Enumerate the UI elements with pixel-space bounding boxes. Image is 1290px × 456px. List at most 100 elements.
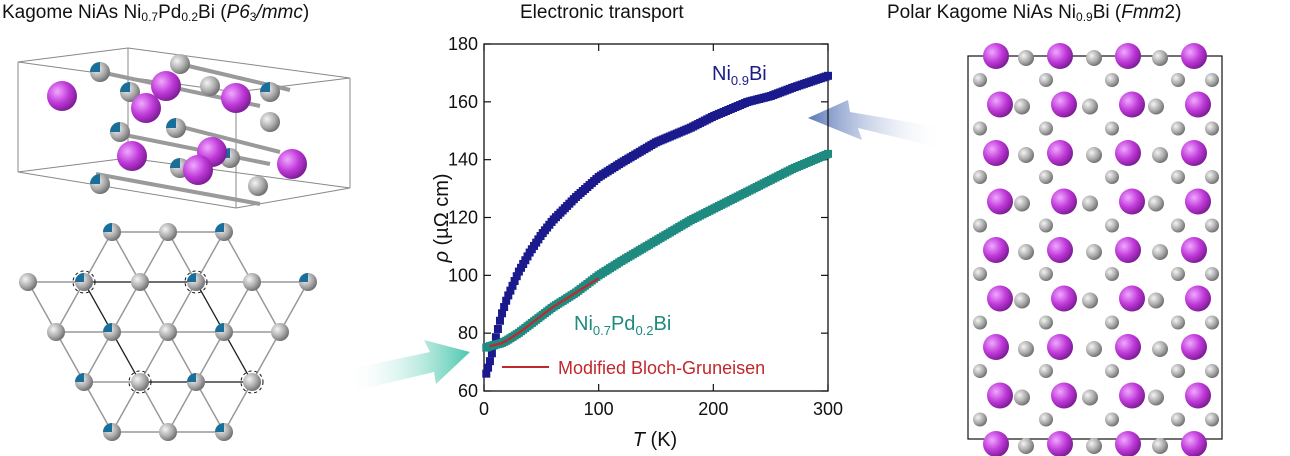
pd-fraction (215, 223, 224, 232)
ni-atom (1039, 364, 1053, 378)
kagome-bond (139, 231, 169, 283)
data-point (502, 296, 511, 305)
ni-atom (1014, 292, 1030, 309)
series-label-ni07pd02bi: Ni0.7Pd0.2Bi (574, 313, 671, 338)
ni-atom (1152, 438, 1168, 454)
ni-atom (1082, 98, 1098, 115)
ni-atom (1018, 438, 1034, 454)
bi-atom (1181, 334, 1207, 360)
kagome-bond (139, 381, 169, 433)
bi-atom (1047, 43, 1073, 69)
bi-atom (1051, 188, 1077, 215)
pd-fraction (110, 122, 120, 132)
kagome-bond (167, 231, 197, 283)
pd-fraction (215, 323, 224, 332)
ni-atom (1105, 267, 1119, 281)
ni-atom (973, 364, 987, 378)
bi-atom (1051, 382, 1077, 409)
dashed-site (240, 370, 264, 394)
ni-atom (1082, 195, 1098, 212)
bi-atom (1115, 43, 1141, 69)
ni-atom (131, 273, 149, 291)
bi-atom (1051, 285, 1077, 312)
ni-atom (1171, 170, 1185, 184)
ni-atom (1205, 364, 1219, 378)
pd-fraction (187, 373, 196, 382)
ni-atom (159, 323, 177, 341)
fit-curve (489, 277, 600, 348)
pd-fraction (170, 158, 180, 168)
ni-atom (1105, 315, 1119, 330)
x-tick-label: 0 (479, 399, 489, 419)
bi-atom (183, 155, 213, 185)
bi-atom (117, 141, 147, 171)
kagome-bond (55, 331, 85, 383)
y-tick-label: 100 (448, 265, 478, 285)
kagome-bond (279, 281, 309, 333)
ni-atom (159, 423, 177, 441)
data-point (510, 277, 519, 286)
ni-atom (1086, 244, 1102, 260)
ni-atom (1014, 98, 1030, 115)
ni-atom (973, 412, 987, 427)
data-point (487, 349, 496, 358)
unit-cell-edge (17, 157, 129, 173)
y-tick-label: 160 (448, 92, 478, 112)
middle-panel-title: Electronic transport (520, 2, 684, 23)
x-axis-label: T (K) (633, 429, 677, 451)
ni-atom (1105, 73, 1119, 87)
data-point (484, 363, 493, 372)
pd-fraction (166, 118, 176, 128)
ni-atom (1014, 195, 1030, 212)
ni-atom (1105, 218, 1119, 233)
ni-atom (1205, 121, 1219, 136)
pd-fraction (75, 373, 84, 382)
ni-atom (1171, 364, 1185, 378)
ni-atom (1148, 292, 1164, 309)
ni-atom (1105, 412, 1119, 427)
ni-atom (1148, 98, 1164, 115)
bi-atom (1119, 285, 1145, 312)
pd-fraction (215, 423, 224, 432)
bi-atom (1047, 237, 1073, 263)
y-tick-label: 180 (448, 34, 478, 54)
ni-atom (973, 218, 987, 233)
y-tick-label: 80 (458, 323, 478, 343)
data-point (493, 325, 502, 334)
ni-atom (1086, 50, 1102, 66)
bi-atom (1185, 91, 1211, 118)
kagome-bond (223, 381, 253, 433)
ni-atom (1039, 73, 1053, 87)
ni-atom (1105, 364, 1119, 378)
y-tick-label: 60 (458, 381, 478, 401)
ni-atom (1205, 315, 1219, 330)
ni-atom (1171, 315, 1185, 330)
data-point (495, 316, 504, 325)
right-arrow (808, 100, 944, 148)
ni-atom (1148, 389, 1164, 406)
ni-atom (973, 73, 987, 87)
left-arrow (345, 340, 470, 392)
ni-atom (1039, 412, 1053, 427)
bi-atom (1119, 382, 1145, 409)
ni-atom (1086, 147, 1102, 163)
ni-atom (1039, 170, 1053, 184)
y-tick-label: 120 (448, 208, 478, 228)
kagome-bond (167, 281, 197, 333)
right-panel-title: Polar Kagome NiAs Ni0.9Bi (Fmm2) (887, 2, 1182, 24)
ni-atom (1205, 267, 1219, 281)
bi-atom (1185, 285, 1211, 312)
data-point (824, 149, 832, 158)
ni-atom (1171, 121, 1185, 136)
bi-atom (47, 81, 77, 111)
pd-fraction (75, 273, 84, 282)
pd-fraction (90, 174, 100, 184)
ni-atom (1018, 341, 1034, 357)
kagome-bond (111, 231, 141, 283)
dashed-site (72, 270, 96, 294)
resistivity-chart: 60 80 100 120 140 160 180 0 100 200 300 T (K) ρ (… (431, 34, 843, 451)
unit-cell-edge (17, 171, 237, 209)
kagome-bond (223, 231, 253, 283)
bi-atom (983, 237, 1009, 263)
